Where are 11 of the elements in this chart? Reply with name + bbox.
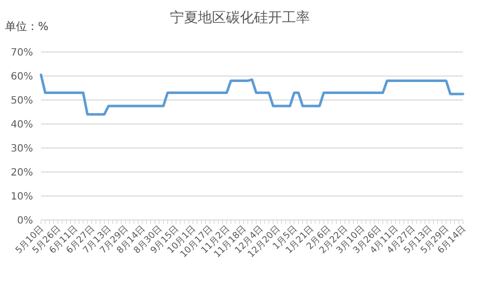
chart-title: 宁夏地区碳化硅开工率 [170, 10, 310, 26]
text: 单位：% [5, 20, 48, 33]
y-tick-label: 40% [10, 120, 33, 130]
y-tick-label: 70% [10, 48, 33, 58]
y-tick-label: 10% [10, 192, 33, 202]
y-tick-label: 50% [10, 96, 33, 106]
y-tick-label: 20% [10, 168, 33, 178]
y-tick-label: 60% [10, 72, 33, 82]
y-tick-label: 0% [17, 216, 33, 226]
y-tick-label: 30% [10, 144, 33, 154]
line-series [40, 74, 464, 116]
